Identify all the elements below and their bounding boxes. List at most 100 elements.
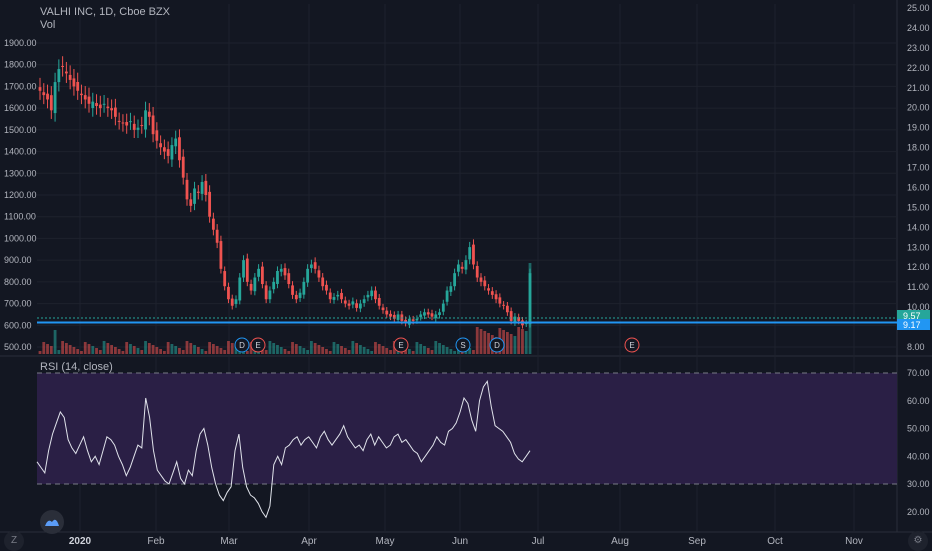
volume-bar: [121, 351, 125, 354]
candle-body: [468, 247, 472, 260]
candle-body: [147, 111, 151, 117]
volume-bar: [46, 344, 49, 354]
volume-bar: [479, 329, 483, 354]
time-axis-tick: Jul: [532, 536, 545, 547]
candle-body: [264, 285, 268, 300]
time-axis-tick: Feb: [147, 536, 165, 547]
candle-body: [302, 281, 306, 295]
candle-body: [189, 199, 193, 206]
event-marker-label: D: [494, 341, 500, 350]
candle-body: [336, 294, 340, 297]
event-marker-label: E: [629, 341, 634, 350]
candle-body: [283, 268, 287, 276]
candle-body: [76, 81, 80, 91]
chart-title: VALHI INC, 1D, Cboe BZX: [40, 6, 171, 18]
right-axis-tick: 22.00: [907, 63, 930, 73]
volume-bar: [426, 348, 430, 354]
volume-bar: [521, 329, 524, 354]
right-axis-tick: 25.00: [907, 3, 930, 13]
event-marker-label: D: [239, 341, 245, 350]
candle-body: [38, 87, 42, 91]
volume-bar: [144, 341, 147, 354]
candle-body: [170, 145, 174, 160]
volume-bar: [483, 331, 487, 354]
candle-body: [46, 93, 49, 100]
volume-bar: [106, 343, 110, 354]
candle-body: [181, 156, 185, 178]
volume-bar: [325, 349, 328, 354]
candle-body: [513, 316, 517, 323]
volume-bar: [95, 348, 98, 354]
volume-bar: [298, 346, 302, 354]
volume-bar: [513, 336, 517, 354]
volume-bar: [185, 341, 189, 354]
timezone-button[interactable]: Z: [4, 531, 24, 551]
candle-body: [374, 290, 377, 300]
candle-body: [441, 303, 445, 312]
volume-bar: [468, 348, 472, 354]
volume-bar: [189, 343, 193, 354]
candle-body: [64, 71, 68, 74]
right-axis-tick: 17.00: [907, 163, 930, 173]
candle-body: [430, 313, 434, 317]
candle-body: [110, 108, 114, 111]
volume-bar: [313, 343, 317, 354]
candle-body: [279, 268, 283, 272]
volume-bar: [317, 345, 321, 354]
price-label-box: [897, 319, 930, 330]
candle-body: [196, 191, 200, 193]
rsi-axis-tick: 20.00: [907, 507, 930, 517]
volume-bar: [57, 350, 61, 354]
candle-body: [434, 314, 438, 319]
candle-body: [328, 292, 332, 300]
candle-body: [80, 93, 83, 96]
time-axis-tick: Jun: [452, 536, 468, 547]
candle-body: [419, 314, 423, 318]
rsi-axis-tick: 50.00: [907, 424, 930, 434]
candle-body: [385, 310, 389, 315]
candle-body: [117, 120, 121, 122]
volume-bar: [268, 341, 272, 354]
volume-bar: [132, 346, 136, 354]
volume-bar: [166, 342, 170, 354]
candle-body: [423, 312, 426, 316]
volume-bar: [441, 345, 445, 354]
time-axis-tick: May: [376, 536, 395, 547]
candle-body: [234, 299, 238, 304]
candle-body: [132, 123, 136, 130]
volume-bar: [291, 342, 294, 354]
volume-bar: [351, 341, 355, 354]
volume-bar: [302, 348, 306, 354]
volume-bar: [174, 346, 178, 354]
candle-body: [479, 277, 483, 282]
candle-body: [362, 299, 366, 303]
candle-body: [294, 294, 298, 300]
candle-body: [396, 314, 400, 320]
candle-body: [453, 273, 457, 287]
candle-body: [159, 143, 163, 148]
candle-body: [245, 258, 249, 282]
event-marker-icon: [489, 337, 505, 353]
price-label-box: [897, 310, 930, 321]
settings-gear-icon[interactable]: ⚙: [908, 531, 928, 551]
candle-body: [306, 268, 310, 283]
candle-body: [276, 271, 279, 284]
event-marker-label: E: [255, 341, 260, 350]
volume-bar: [102, 341, 106, 354]
candle-body: [392, 314, 396, 319]
candle-body: [125, 122, 129, 126]
candle-body: [166, 149, 170, 156]
right-axis-tick: 11.00: [907, 282, 929, 292]
candle-body: [83, 95, 87, 100]
volume-bar: [249, 342, 253, 354]
candle-body: [136, 127, 140, 130]
candle-body: [366, 294, 370, 298]
left-axis-tick: 1700.00: [4, 81, 37, 91]
event-marker-icon: [250, 337, 266, 353]
volume-bar: [358, 345, 362, 354]
volume-bar: [170, 344, 174, 354]
volume-bar: [151, 345, 155, 354]
candle-body: [445, 290, 449, 302]
candle-body: [389, 313, 392, 317]
event-marker-label: S: [460, 341, 465, 350]
